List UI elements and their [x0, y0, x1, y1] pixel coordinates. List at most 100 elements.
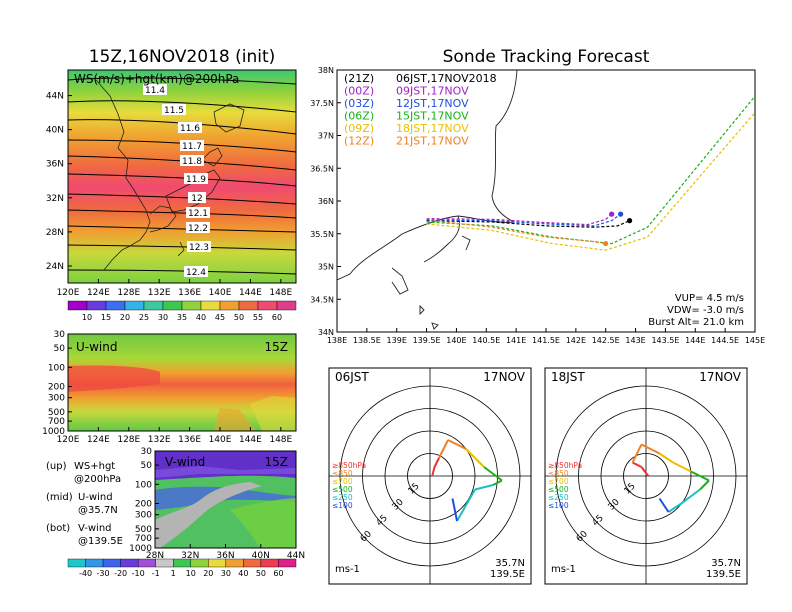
colorbar-swatch [162, 300, 183, 311]
lat-tick-label: 36.5N [310, 164, 334, 173]
svg-text:12.3: 12.3 [189, 243, 209, 253]
lon-tick-label: 138E [327, 336, 347, 345]
hodograph-date: 17NOV [483, 370, 525, 384]
colorbar-label: 25 [139, 313, 149, 322]
lon-tick-label: 143.5E [651, 336, 679, 345]
svg-text:(up): (up) [46, 461, 67, 472]
colorbar-swatch [86, 300, 107, 311]
svg-text:@200hPa: @200hPa [74, 474, 121, 485]
hodograph-ring [555, 385, 737, 567]
colorbar-label: 40 [196, 313, 206, 322]
hodograph-level-label: ≤500 [548, 485, 569, 494]
vwind-time: 15Z [265, 455, 289, 469]
hodograph-segment [483, 466, 503, 482]
hodograph-segment [456, 489, 476, 522]
hodograph-level-label: ≤100 [548, 501, 569, 510]
lon-tick-label: 140.5E [472, 336, 500, 345]
lat-tick-label: 37.5N [310, 99, 334, 108]
colorbar-swatch [85, 558, 104, 568]
hodograph-time: 18JST [551, 370, 585, 384]
svg-text:12.4: 12.4 [186, 268, 206, 278]
pressure-tick-label: 50 [54, 344, 66, 354]
lat-tick-label: 35N [318, 263, 334, 272]
colorbar-label: 50 [234, 313, 244, 322]
hodograph-ring [600, 430, 692, 522]
tracking-params: VUP= 4.5 m/s VDW= -3.0 m/s Burst Alt= 21… [648, 293, 744, 328]
lat-tick-label: 37N [318, 132, 334, 141]
hodograph-lon: 139.5E [706, 569, 741, 580]
pressure-tick-label: 100 [135, 480, 152, 490]
lat-tick-label: 44N [287, 551, 305, 561]
left-title: 15Z,16NOV2018 (init) [89, 47, 276, 67]
hodograph-segment [699, 479, 710, 491]
hodograph-segment [641, 443, 660, 455]
legend-code: (03Z) [344, 97, 374, 110]
colorbar-label: 20 [203, 569, 213, 578]
lon-tick-label: 139.5E [413, 336, 441, 345]
track-line [432, 220, 606, 245]
colorbar-swatch [278, 558, 297, 568]
hodograph-segment [640, 466, 650, 477]
lon-tick-label: 140E [446, 336, 466, 345]
hodograph-segment [431, 466, 436, 477]
hodograph-lat: 35.7N [495, 558, 525, 569]
hodograph-level-label: ≤100 [332, 501, 353, 510]
vwind-colorbar: -40 -30 -20 -10 -1 1 10 20 30 40 50 60 [67, 558, 297, 578]
svg-text:U-wind: U-wind [78, 492, 113, 503]
colorbar-swatch [173, 558, 191, 568]
track-endpoint [609, 211, 615, 217]
hodograph-lat: 35.7N [711, 558, 741, 569]
track-endpoint [603, 240, 609, 247]
pressure-tick-label: 1000 [129, 544, 152, 554]
ws-map-lon-ticks: 120E 124E 128E 132E 136E 140E 144E 148E [57, 279, 293, 298]
colorbar-label: 50 [256, 569, 266, 578]
tracks [426, 95, 755, 251]
colorbar-label: -30 [97, 569, 110, 578]
track-line [426, 112, 755, 251]
legend-code: (21Z) [344, 72, 374, 85]
hodograph-segment [474, 484, 494, 491]
colorbar-label: 40 [238, 569, 248, 578]
hodograph-segment [658, 497, 670, 513]
legend-text: 18JST,17NOV [396, 122, 469, 135]
panel-notes: (up) WS+hgt @200hPa (mid) U-wind @35.7N … [46, 461, 123, 547]
lon-tick-label: 132E [148, 288, 171, 298]
hodograph-level-label: ≤850 [332, 469, 353, 478]
lon-tick-label: 128E [117, 435, 140, 445]
legend-text: 09JST,17NOV [396, 85, 469, 98]
lon-tick-label: 136E [178, 435, 201, 445]
pressure-tick-label: 300 [48, 394, 65, 404]
lon-tick-label: 144E [239, 435, 262, 445]
colorbar-swatch [105, 300, 126, 311]
colorbar-label: 1 [171, 569, 176, 578]
lon-tick-label: 141E [506, 336, 526, 345]
ws-map-label: WS(m/s)+hgt(km)@200hPa [74, 72, 239, 86]
colorbar-label: 30 [158, 313, 168, 322]
hodograph-level-label: ≤250 [548, 493, 569, 502]
hodograph-segment [658, 452, 674, 464]
colorbar-label: 10 [186, 569, 196, 578]
colorbar-swatch [208, 558, 227, 568]
svg-text:12.2: 12.2 [188, 224, 208, 234]
svg-text:11.5: 11.5 [164, 106, 184, 116]
lon-tick-label: 144E [239, 288, 262, 298]
right-title: Sonde Tracking Forecast [443, 47, 650, 67]
lon-tick-label: 140E [209, 435, 232, 445]
hodograph-ring [339, 385, 521, 567]
hodograph-time: 06JST [335, 370, 369, 384]
track-endpoint [627, 218, 633, 224]
colorbar-swatch [200, 300, 221, 311]
colorbar-label: 35 [177, 313, 187, 322]
hodograph-level-label: ≤850 [548, 469, 569, 478]
uwind-label: U-wind [76, 340, 117, 354]
svg-text:Burst Alt= 21.0 km: Burst Alt= 21.0 km [648, 317, 744, 328]
colorbar-label: -1 [152, 569, 160, 578]
hodograph-unit: ms-1 [335, 564, 360, 575]
svg-text:V-wind: V-wind [78, 523, 112, 534]
lon-tick-label: 136E [178, 288, 201, 298]
hodograph-lon: 139.5E [490, 569, 525, 580]
pressure-tick-label: 500 [135, 525, 152, 535]
lon-tick-label: 132E [148, 435, 171, 445]
